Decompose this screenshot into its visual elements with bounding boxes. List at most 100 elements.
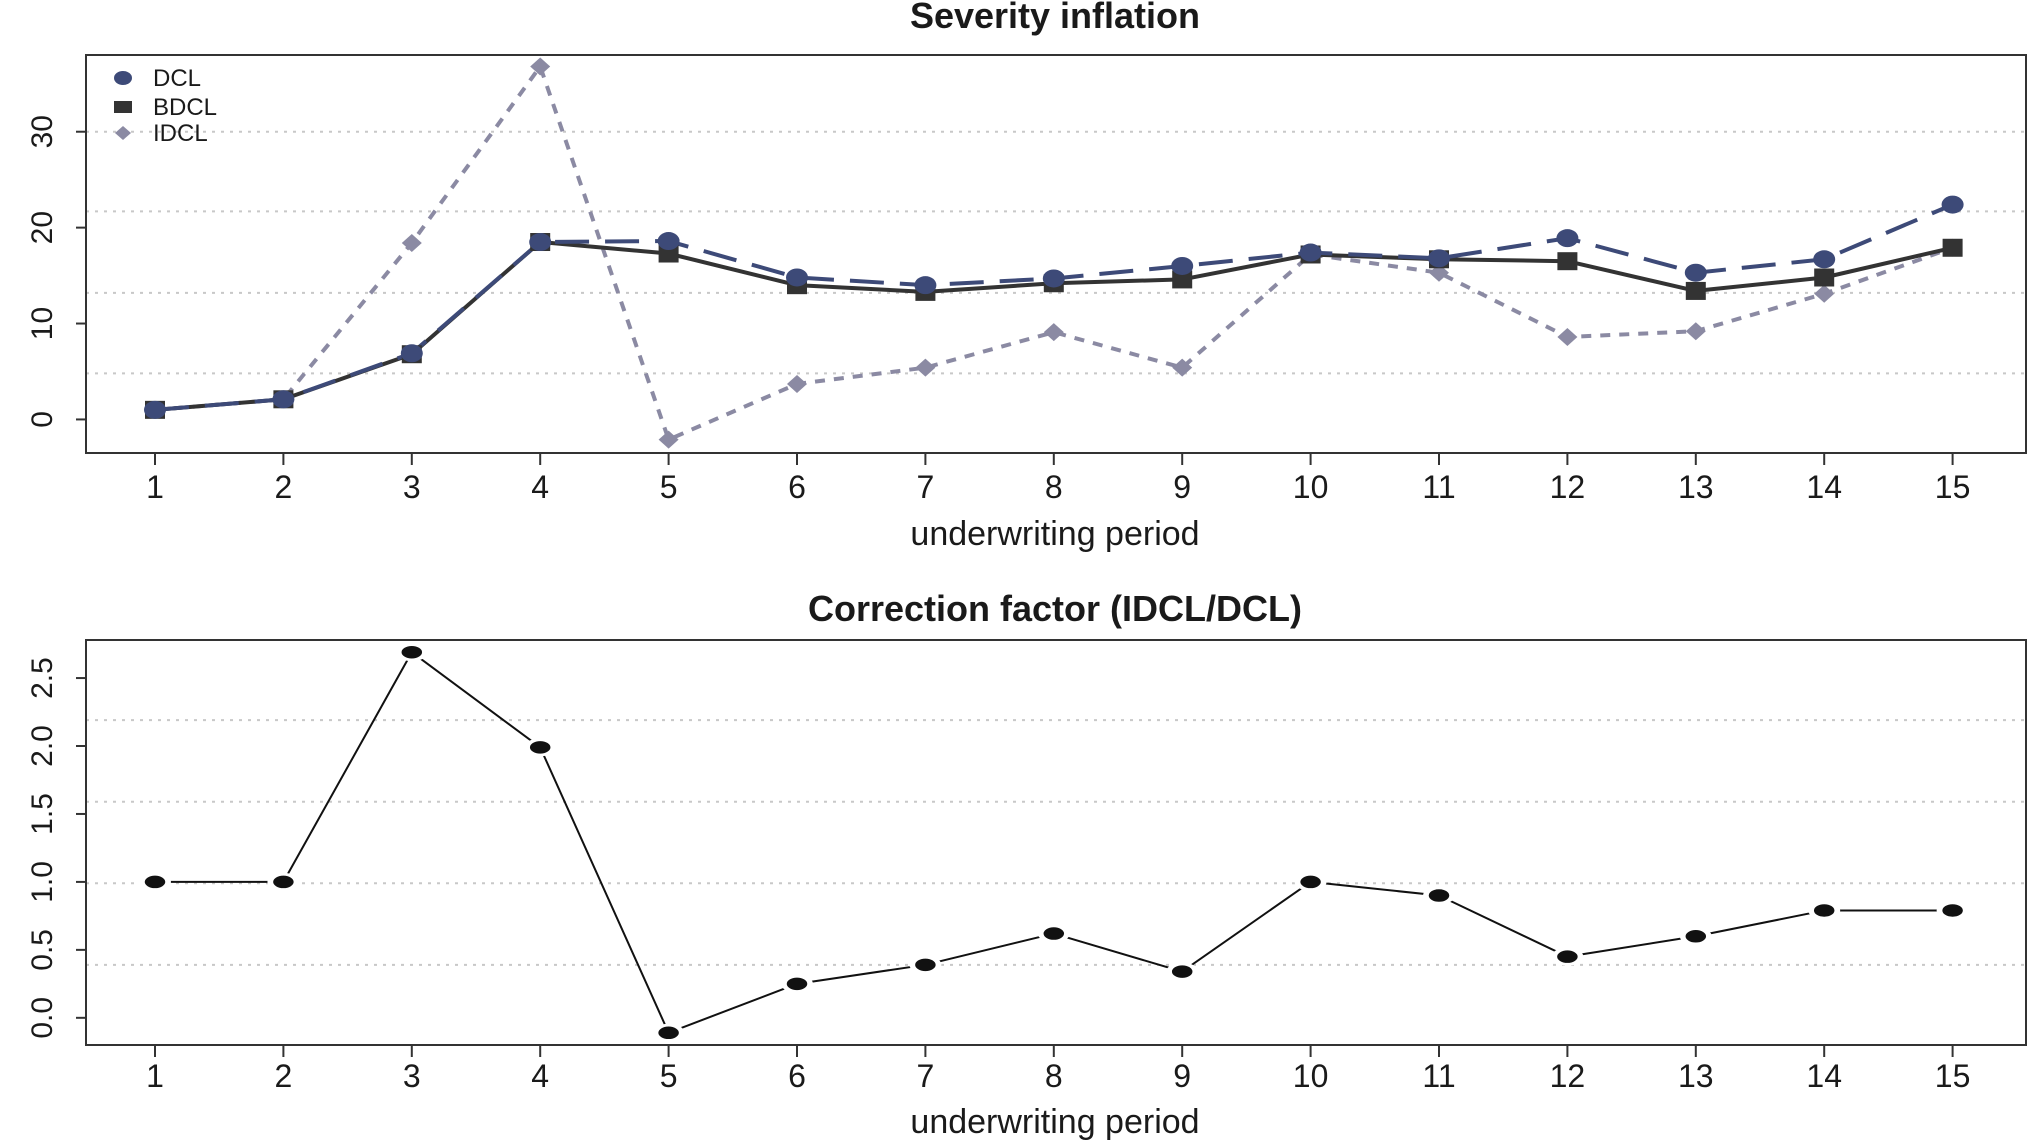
x-tick-label: 8 xyxy=(1045,469,1063,505)
data-point xyxy=(400,644,424,660)
x-tick-label: 3 xyxy=(403,1058,421,1094)
x-tick-label: 2 xyxy=(275,469,293,505)
data-point xyxy=(1812,902,1836,919)
data-point-bdcl xyxy=(1557,252,1578,271)
y-tick-label: 30 xyxy=(26,115,59,148)
x-tick-label: 11 xyxy=(1422,1058,1455,1094)
data-point xyxy=(143,874,167,890)
data-point xyxy=(656,1025,681,1041)
data-point-idcl xyxy=(1557,327,1578,346)
data-point-dcl xyxy=(786,268,808,287)
data-point-dcl xyxy=(1556,229,1579,248)
series-lines xyxy=(154,64,1954,442)
x-axis: 1 2 3 4 5 6 7 8 9 10 11 12 13 14 15 xyxy=(146,1045,1970,1094)
legend-label: DCL xyxy=(153,65,201,92)
y-tick-label: 20 xyxy=(26,211,59,244)
data-point-dcl xyxy=(400,344,423,363)
x-tick-label: 7 xyxy=(917,469,935,505)
x-tick-label: 10 xyxy=(1293,469,1329,505)
data-point xyxy=(271,874,296,890)
data-point-idcl xyxy=(401,233,422,252)
data-point xyxy=(1555,948,1580,965)
series-lines xyxy=(155,651,1953,1034)
data-point-idcl xyxy=(1685,322,1706,341)
x-tick-label: 13 xyxy=(1678,1058,1714,1094)
data-point xyxy=(785,976,809,992)
x-tick-label: 1 xyxy=(146,1058,164,1094)
data-point-dcl xyxy=(529,233,552,252)
data-point xyxy=(1427,887,1451,904)
data-point xyxy=(528,739,552,756)
y-tick-label: 10 xyxy=(26,307,59,340)
x-tick-label: 5 xyxy=(660,1058,678,1094)
x-tick-label: 3 xyxy=(403,469,421,505)
data-point-dcl xyxy=(1042,269,1065,288)
data-point xyxy=(1170,963,1194,980)
data-point-dcl xyxy=(1299,243,1322,262)
data-point-bdcl xyxy=(1172,270,1193,289)
x-tick-label: 15 xyxy=(1935,469,1971,505)
data-point-idcl xyxy=(915,358,936,377)
x-tick-label: 6 xyxy=(788,1058,806,1094)
data-point-dcl xyxy=(1428,249,1450,268)
y-tick-label: 2.0 xyxy=(26,725,59,767)
data-point xyxy=(1298,874,1323,890)
chart-correction-factor: Correction factor (IDCL/DCL) 0.0 0.5 1.0 1.… xyxy=(26,588,2027,1141)
legend-marker xyxy=(114,71,132,85)
y-tick-label: 0 xyxy=(26,411,59,428)
data-point xyxy=(913,957,938,973)
legend-label: IDCL xyxy=(153,120,208,147)
x-axis-label: underwriting period xyxy=(910,1103,1199,1141)
x-tick-label: 9 xyxy=(1173,469,1191,505)
x-axis-label: underwriting period xyxy=(910,515,1199,553)
data-point-dcl xyxy=(1941,195,1964,214)
plot-frame xyxy=(85,639,2027,1046)
data-point-idcl xyxy=(530,57,551,76)
plot-frame xyxy=(85,54,2027,454)
y-tick-label: 0.5 xyxy=(26,929,59,971)
data-point xyxy=(1042,925,1066,942)
y-axis: 0 10 20 30 xyxy=(26,115,86,428)
x-tick-label: 4 xyxy=(531,1058,549,1094)
x-tick-label: 6 xyxy=(788,469,806,505)
data-point-bdcl xyxy=(1814,268,1835,287)
y-tick-label: 0.0 xyxy=(26,997,59,1039)
x-tick-label: 2 xyxy=(275,1058,293,1094)
x-tick-label: 12 xyxy=(1550,469,1586,505)
data-point-idcl xyxy=(787,374,807,393)
x-tick-label: 10 xyxy=(1293,1058,1329,1094)
data-point-idcl xyxy=(658,430,679,449)
series-markers xyxy=(139,643,1969,1042)
y-tick-label: 1.5 xyxy=(26,793,59,835)
y-tick-label: 1.0 xyxy=(26,861,59,903)
x-tick-label: 15 xyxy=(1935,1058,1971,1094)
data-point-dcl xyxy=(1171,256,1194,275)
x-tick-label: 12 xyxy=(1550,1058,1586,1094)
data-point xyxy=(1684,928,1708,945)
x-tick-label: 14 xyxy=(1806,469,1842,505)
legend-marker xyxy=(114,101,132,113)
data-point-bdcl xyxy=(1942,238,1963,257)
x-tick-label: 4 xyxy=(531,469,549,505)
series-line-idcl xyxy=(154,64,1954,442)
data-point-dcl xyxy=(657,232,680,251)
x-tick-label: 7 xyxy=(917,1058,935,1094)
data-point-bdcl xyxy=(1685,281,1706,300)
chart-title: Severity inflation xyxy=(910,0,1200,36)
data-point xyxy=(1940,902,1965,919)
data-point-idcl xyxy=(1172,358,1193,377)
x-tick-label: 14 xyxy=(1806,1058,1842,1094)
data-point-idcl xyxy=(1814,284,1835,303)
data-point-dcl xyxy=(914,276,937,295)
data-point-dcl xyxy=(144,400,166,419)
y-axis: 0.0 0.5 1.0 1.5 2.0 2.5 xyxy=(26,657,86,1039)
x-axis: 1 2 3 4 5 6 7 8 9 10 11 12 13 14 15 xyxy=(146,453,1970,505)
x-tick-label: 9 xyxy=(1173,1058,1191,1094)
x-tick-label: 11 xyxy=(1422,469,1455,505)
x-tick-label: 5 xyxy=(660,469,678,505)
legend-label: BDCL xyxy=(153,94,217,121)
series-line-correction xyxy=(155,651,1953,1034)
x-tick-label: 1 xyxy=(146,469,164,505)
